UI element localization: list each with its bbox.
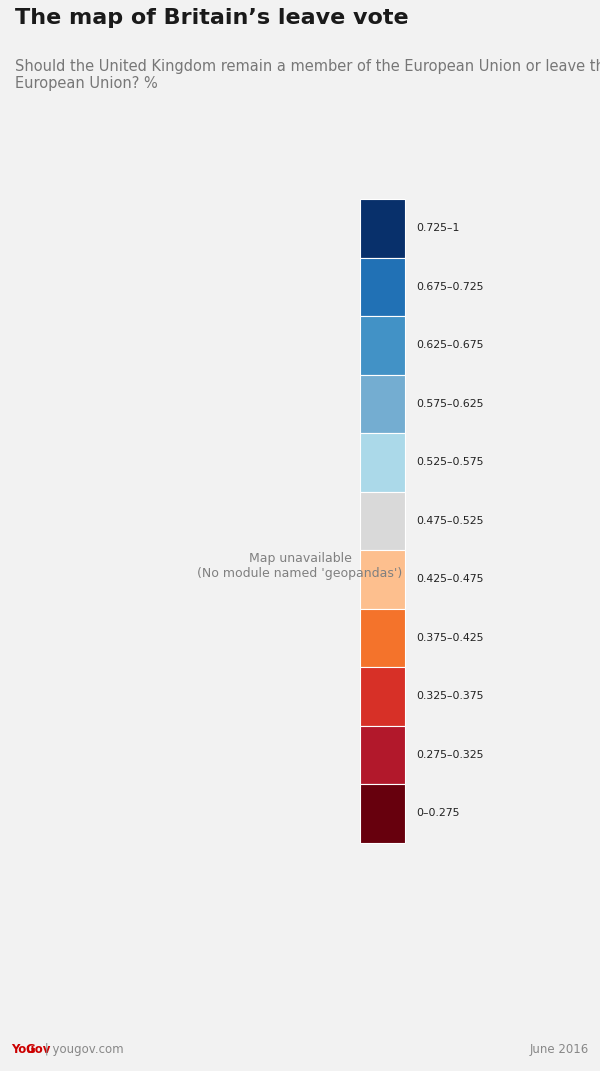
Text: 0–0.275: 0–0.275 <box>416 809 460 818</box>
Text: June 2016: June 2016 <box>530 1043 589 1056</box>
Text: 0.625–0.675: 0.625–0.675 <box>416 341 484 350</box>
Bar <box>360 316 405 375</box>
Bar <box>360 492 405 550</box>
Text: 0.575–0.625: 0.575–0.625 <box>416 399 484 409</box>
Text: 0.725–1: 0.725–1 <box>416 224 459 233</box>
Bar <box>360 434 405 492</box>
Bar <box>360 608 405 667</box>
Text: 0.425–0.475: 0.425–0.475 <box>416 574 484 585</box>
Text: Gov: Gov <box>26 1043 51 1056</box>
Bar <box>360 375 405 434</box>
Text: 0.275–0.325: 0.275–0.325 <box>416 750 484 760</box>
Text: The map of Britain’s leave vote: The map of Britain’s leave vote <box>15 9 409 28</box>
Bar <box>360 258 405 316</box>
Text: Should the United Kingdom remain a member of the European Union or leave the
Eur: Should the United Kingdom remain a membe… <box>15 59 600 91</box>
Bar <box>360 667 405 726</box>
Text: You: You <box>11 1043 34 1056</box>
Text: | yougov.com: | yougov.com <box>41 1043 124 1056</box>
Text: 0.525–0.575: 0.525–0.575 <box>416 457 484 467</box>
Text: Map unavailable
(No module named 'geopandas'): Map unavailable (No module named 'geopan… <box>197 552 403 580</box>
Text: 0.325–0.375: 0.325–0.375 <box>416 692 484 702</box>
Bar <box>360 784 405 843</box>
Bar <box>360 550 405 608</box>
Text: 0.675–0.725: 0.675–0.725 <box>416 282 484 292</box>
Text: 0.375–0.425: 0.375–0.425 <box>416 633 484 643</box>
Bar <box>360 199 405 258</box>
Bar <box>360 726 405 784</box>
Text: 0.475–0.525: 0.475–0.525 <box>416 516 484 526</box>
